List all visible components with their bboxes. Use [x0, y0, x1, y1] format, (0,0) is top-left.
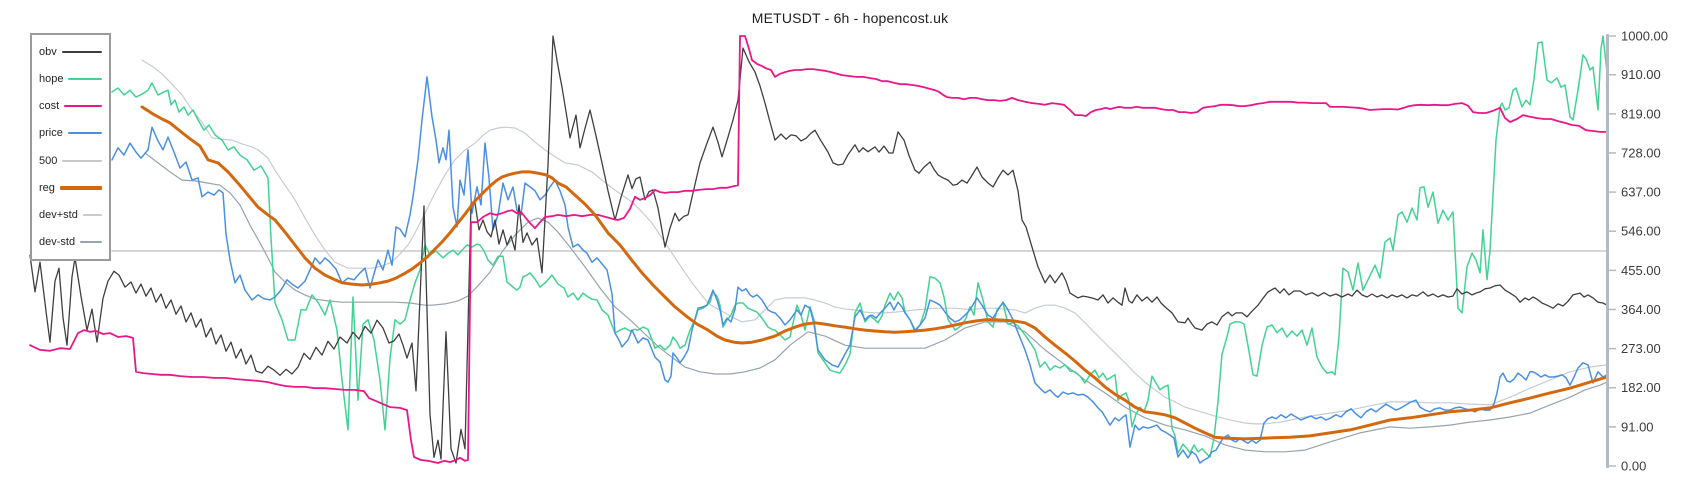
y-axis-bar[interactable]: [1606, 34, 1609, 468]
chart-title: METUSDT - 6h - hopencost.uk: [751, 10, 949, 26]
series-price-line: [111, 76, 1608, 464]
legend-item-label: 500: [39, 154, 58, 167]
y-axis-label: 1000.00: [1621, 29, 1668, 44]
series-obv-line: [29, 35, 1608, 464]
legend-item-obv[interactable]: obv: [39, 46, 102, 58]
legend-item-label: dev+std: [39, 209, 78, 222]
legend-swatch-dev-std: [80, 241, 102, 244]
legend-item-label: hope: [39, 72, 64, 85]
legend-item-dev-std[interactable]: dev-std: [39, 236, 102, 248]
y-axis-label: 637.00: [1621, 185, 1661, 200]
y-axis-label: 910.00: [1621, 67, 1661, 82]
legend-swatch-dev-std: [82, 214, 102, 217]
legend-swatch-cost: [64, 104, 102, 108]
legend-swatch-reg: [59, 186, 102, 190]
y-axis-label: 273.00: [1621, 341, 1661, 356]
legend-swatch-obv: [61, 50, 102, 53]
legend-swatch-hope: [68, 77, 102, 80]
series-reg-line: [140, 105, 1609, 441]
legend-swatch-price: [67, 132, 102, 135]
legend-swatch-500: [62, 159, 102, 162]
y-axis-label: 728.00: [1621, 145, 1661, 160]
series-hope-line: [111, 35, 1608, 458]
y-axis-label: 546.00: [1621, 224, 1661, 239]
y-axis-label: 182.00: [1621, 380, 1661, 395]
legend-item-reg[interactable]: reg: [39, 182, 102, 194]
legend-item-hope[interactable]: hope: [39, 73, 102, 85]
y-axis-label: 0.00: [1621, 459, 1646, 474]
legend-item-price[interactable]: price: [39, 127, 102, 139]
series-cost-line: [29, 35, 1608, 464]
y-axis-label: 455.00: [1621, 263, 1661, 278]
legend-box[interactable]: obv hope cost price 500 reg dev+std dev-std: [30, 33, 111, 261]
y-axis-label: 819.00: [1621, 106, 1661, 121]
legend-item-cost[interactable]: cost: [39, 100, 102, 112]
legend-item-label: cost: [39, 100, 60, 113]
series-dev-std-line: [141, 59, 1608, 425]
legend-item-label: dev-std: [39, 236, 76, 249]
y-axis-label: 364.00: [1621, 302, 1661, 317]
legend-item-500[interactable]: 500: [39, 155, 102, 167]
y-axis-label: 91.00: [1621, 419, 1654, 434]
legend-item-dev-std[interactable]: dev+std: [39, 209, 102, 221]
legend-item-label: obv: [39, 45, 57, 58]
series-dev-std-line: [144, 152, 1608, 453]
legend-item-label: price: [39, 127, 63, 140]
legend-item-label: reg: [39, 181, 55, 194]
